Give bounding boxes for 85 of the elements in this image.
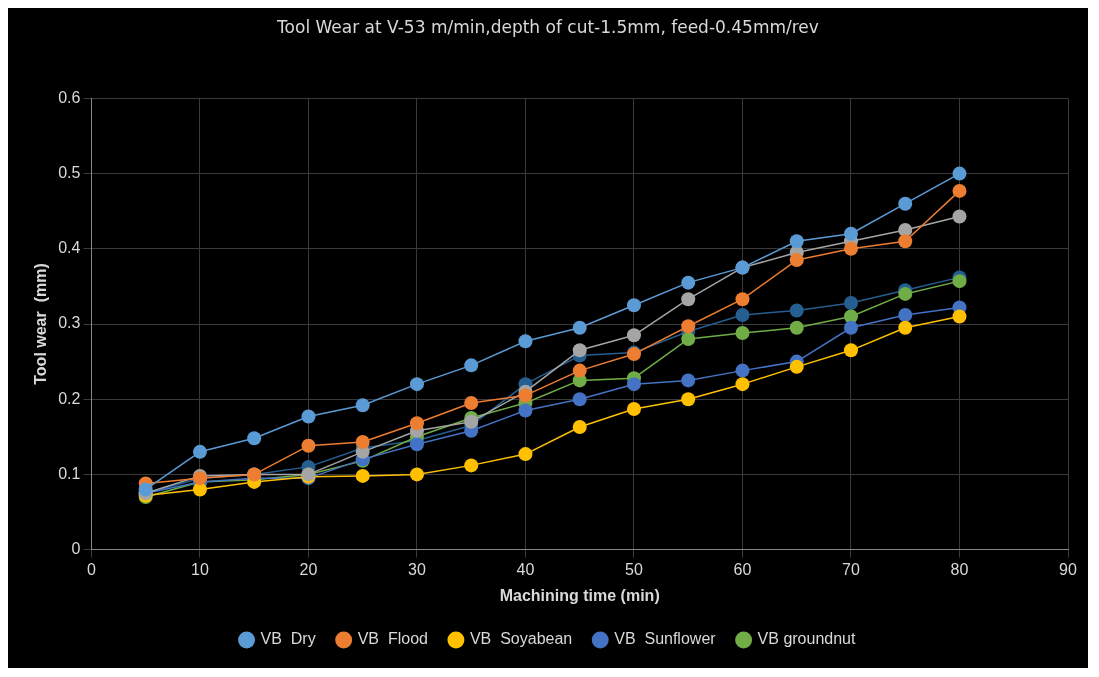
x-tick-label: 20	[299, 560, 318, 578]
point	[681, 292, 696, 307]
point	[789, 253, 804, 268]
x-tick-label: 50	[625, 560, 643, 578]
legend-label: VB Soyabean	[469, 630, 573, 648]
point	[355, 435, 370, 450]
x-axis-title: Machining time (min)	[499, 586, 660, 604]
point	[681, 392, 696, 407]
point	[843, 320, 858, 335]
point	[681, 319, 696, 334]
point	[572, 420, 587, 435]
point	[843, 309, 858, 324]
point	[572, 320, 587, 335]
point	[952, 209, 967, 224]
point	[735, 377, 750, 392]
point	[735, 363, 750, 378]
y-tick-label: 0	[71, 540, 81, 558]
point	[626, 298, 641, 313]
x-tick-label: 90	[1059, 560, 1077, 578]
point	[681, 332, 696, 347]
legend-label: VB groundnut	[757, 630, 857, 648]
x-tick-label: 70	[842, 560, 860, 578]
x-tick-label: 0	[86, 560, 96, 578]
point	[952, 274, 967, 289]
point	[843, 295, 858, 310]
point	[409, 437, 424, 452]
point	[735, 307, 750, 322]
point	[735, 292, 750, 307]
point	[898, 234, 913, 249]
x-tick-label: 30	[408, 560, 426, 578]
point	[572, 392, 587, 407]
point	[626, 328, 641, 343]
point	[952, 166, 967, 181]
point	[138, 482, 153, 497]
point	[898, 196, 913, 211]
y-tick-label: 0.4	[58, 239, 81, 257]
point	[301, 409, 316, 424]
point	[464, 395, 479, 410]
point	[518, 388, 533, 403]
point	[572, 343, 587, 358]
legend-label: VB Sunflower	[614, 630, 717, 648]
point	[735, 326, 750, 341]
point	[681, 275, 696, 290]
point	[572, 363, 587, 378]
point	[355, 398, 370, 413]
point	[464, 414, 479, 429]
point	[843, 343, 858, 358]
y-tick-label: 0.3	[58, 314, 81, 332]
chart-title: Tool Wear at V-53 m/min,depth of cut-1.5mm, feed-0.45mm/rev	[276, 16, 819, 37]
point	[518, 447, 533, 462]
point	[952, 309, 967, 324]
y-axis-title: Tool wear (mm)	[32, 263, 50, 385]
x-tick-label: 10	[191, 560, 209, 578]
x-tick-label: 40	[516, 560, 535, 578]
y-tick-label: 0.1	[58, 464, 81, 482]
point	[409, 416, 424, 431]
y-tick-label: 0.6	[58, 88, 81, 106]
point	[355, 468, 370, 483]
point	[518, 334, 533, 349]
point	[789, 359, 804, 374]
legend-label: VB Dry	[260, 630, 316, 648]
x-tick-label: 60	[733, 560, 752, 578]
point	[464, 358, 479, 373]
point	[192, 444, 207, 459]
point	[843, 226, 858, 241]
point	[464, 458, 479, 473]
point	[626, 377, 641, 392]
point	[843, 241, 858, 256]
point	[789, 234, 804, 249]
point	[789, 320, 804, 335]
point	[952, 183, 967, 198]
point	[898, 320, 913, 335]
point	[409, 377, 424, 392]
point	[898, 307, 913, 322]
point	[681, 373, 696, 388]
point	[247, 431, 262, 446]
y-tick-label: 0.2	[58, 389, 81, 407]
point	[518, 403, 533, 418]
legend-label: VB Flood	[357, 630, 428, 648]
x-tick-label: 80	[950, 560, 969, 578]
point	[301, 438, 316, 453]
y-tick-label: 0.5	[58, 164, 81, 182]
point	[789, 303, 804, 318]
point	[409, 467, 424, 482]
point	[626, 401, 641, 416]
